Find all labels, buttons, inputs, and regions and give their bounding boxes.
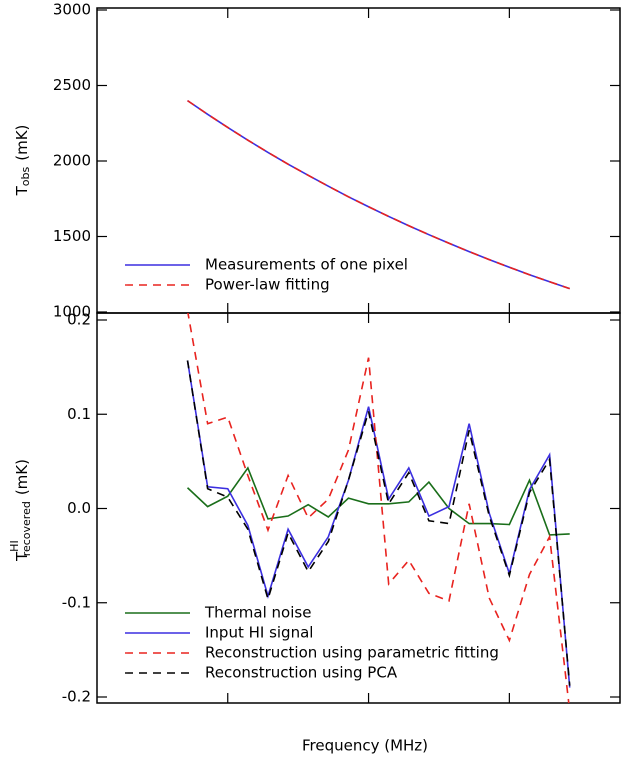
x-axis-label: Frequency (MHz) (302, 737, 428, 755)
series-line (186, 360, 571, 686)
legend-label: Reconstruction using PCA (205, 664, 398, 682)
y-label-unit: (mK) (13, 125, 31, 161)
plot-area (187, 99, 570, 290)
y-tick-label: 2500 (53, 76, 91, 94)
legend-label: Thermal noise (204, 604, 311, 622)
y-label-sub: recovered (20, 501, 33, 556)
y-tick-label: 0.0 (67, 499, 91, 517)
legend-label: Power-law fitting (205, 276, 330, 294)
legend-label: Measurements of one pixel (205, 256, 408, 274)
y-tick-label: 1500 (53, 227, 91, 245)
y-tick-label: 1000 (53, 303, 91, 321)
legend-label: Input HI signal (205, 624, 313, 642)
y-label-base: T (13, 551, 31, 562)
y-tick-label: 3000 (53, 1, 91, 19)
y-tick-label: 2000 (53, 152, 91, 170)
y-label-sup: HI (8, 540, 21, 552)
y-tick-label: -0.1 (62, 593, 91, 611)
y-label-unit: (mK) (13, 459, 31, 495)
y-axis-label: Tobs (mK) (13, 125, 33, 197)
y-tick-label: 0.1 (67, 405, 91, 423)
plot-area (186, 313, 571, 703)
legend-label: Reconstruction using parametric fitting (205, 644, 499, 662)
y-label-sub: obs (19, 167, 32, 187)
y-label-base: T (13, 185, 31, 196)
y-axis-label: THIrecovered (mK) (8, 459, 33, 562)
y-tick-label: -0.2 (62, 688, 91, 706)
series-line (187, 313, 570, 703)
y-tick-label: 0.2 (67, 311, 91, 329)
series-line (187, 99, 570, 290)
series-line (186, 466, 570, 536)
